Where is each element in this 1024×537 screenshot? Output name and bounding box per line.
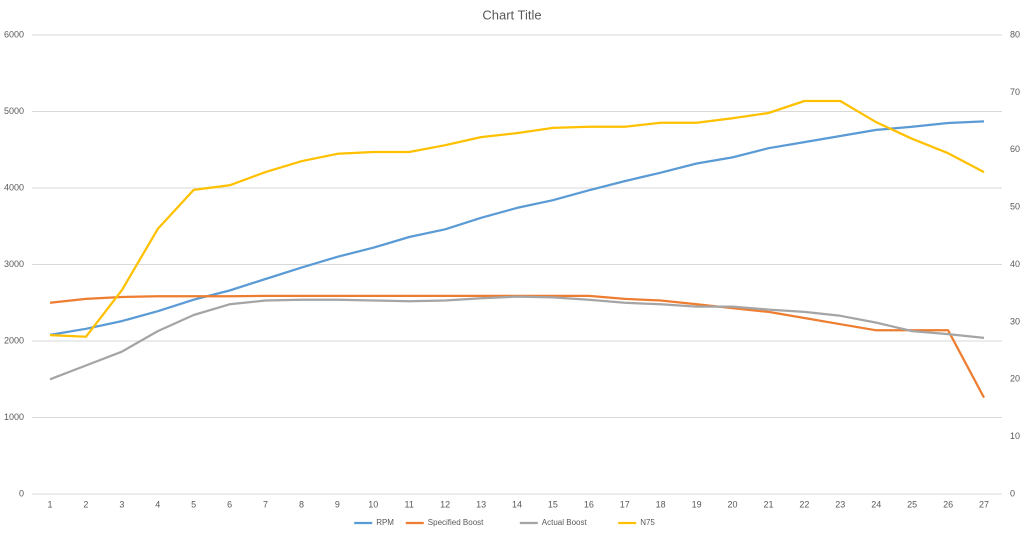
x-tick-label: 7	[263, 499, 268, 509]
legend-label: RPM	[376, 518, 394, 527]
legend-label: N75	[640, 518, 655, 527]
y2-tick-label: 30	[1010, 316, 1020, 326]
x-tick-label: 25	[907, 499, 917, 509]
y2-tick-label: 40	[1010, 259, 1020, 269]
x-tick-label: 23	[835, 499, 845, 509]
line-series	[49, 295, 985, 381]
x-tick-label: 11	[405, 499, 414, 509]
y-tick-label: 4000	[4, 182, 24, 192]
x-tick-label: 22	[799, 499, 809, 509]
y2-tick-label: 50	[1010, 202, 1020, 212]
x-tick-label: 19	[692, 499, 702, 509]
x-tick-label: 8	[299, 499, 304, 509]
legend-label: Actual Boost	[542, 518, 588, 527]
x-tick-label: 14	[512, 499, 522, 509]
line-series	[49, 99, 985, 338]
x-tick-label: 27	[979, 499, 989, 509]
y2-tick-label: 20	[1010, 374, 1020, 384]
x-tick-label: 16	[584, 499, 594, 509]
y-tick-label: 1000	[4, 412, 24, 422]
legend-label: Specified Boost	[428, 518, 484, 527]
y-tick-label: 6000	[4, 29, 24, 39]
y-tick-label: 0	[19, 488, 24, 498]
y2-tick-label: 80	[1010, 29, 1020, 39]
y2-tick-label: 0	[1010, 488, 1015, 498]
x-tick-label: 21	[763, 499, 773, 509]
x-tick-label: 26	[943, 499, 953, 509]
y2-tick-label: 60	[1010, 144, 1020, 154]
x-tick-label: 12	[440, 499, 450, 509]
x-tick-label: 3	[119, 499, 124, 509]
x-tick-label: 9	[335, 499, 340, 509]
y-tick-label: 3000	[4, 259, 24, 269]
x-tick-label: 2	[83, 499, 88, 509]
x-tick-label: 20	[728, 499, 738, 509]
x-tick-label: 24	[871, 499, 881, 509]
y-tick-label: 5000	[4, 106, 24, 116]
x-tick-label: 10	[368, 499, 378, 509]
y2-tick-label: 10	[1010, 431, 1020, 441]
x-tick-label: 13	[476, 499, 486, 509]
x-tick-label: 17	[620, 499, 630, 509]
x-tick-label: 15	[548, 499, 558, 509]
chart-title: Chart Title	[482, 7, 541, 22]
y-tick-label: 2000	[4, 335, 24, 345]
y2-tick-label: 70	[1010, 87, 1020, 97]
x-tick-label: 6	[227, 499, 232, 509]
x-tick-label: 4	[155, 499, 160, 509]
x-tick-label: 1	[47, 499, 52, 509]
x-tick-label: 5	[191, 499, 196, 509]
x-tick-label: 18	[656, 499, 666, 509]
